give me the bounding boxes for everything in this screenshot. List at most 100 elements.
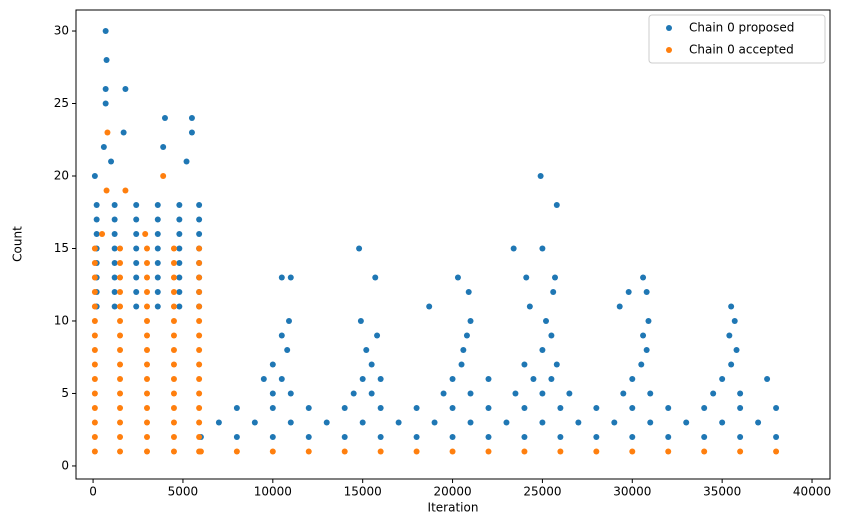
point bbox=[449, 433, 456, 440]
point bbox=[413, 433, 420, 440]
point bbox=[737, 433, 744, 440]
point bbox=[117, 448, 124, 455]
point bbox=[773, 433, 780, 440]
point bbox=[133, 245, 140, 252]
point bbox=[233, 433, 240, 440]
point bbox=[665, 448, 672, 455]
point bbox=[377, 448, 384, 455]
point bbox=[170, 448, 177, 455]
point bbox=[91, 390, 98, 397]
point bbox=[269, 361, 276, 368]
point bbox=[701, 433, 708, 440]
point bbox=[91, 303, 98, 310]
point bbox=[251, 419, 258, 426]
point bbox=[197, 448, 204, 455]
point bbox=[111, 230, 118, 237]
point bbox=[154, 216, 161, 223]
point bbox=[154, 259, 161, 266]
point bbox=[196, 303, 203, 310]
point bbox=[176, 274, 183, 281]
point bbox=[133, 303, 140, 310]
point bbox=[91, 433, 98, 440]
point bbox=[133, 288, 140, 295]
point bbox=[593, 448, 600, 455]
point bbox=[160, 144, 167, 151]
point bbox=[117, 259, 124, 266]
point bbox=[99, 230, 106, 237]
point bbox=[143, 274, 150, 281]
point bbox=[363, 346, 370, 353]
point bbox=[102, 100, 109, 107]
point bbox=[377, 375, 384, 382]
point bbox=[170, 245, 177, 252]
point bbox=[710, 390, 717, 397]
point bbox=[133, 216, 140, 223]
point bbox=[143, 259, 150, 266]
point bbox=[728, 361, 735, 368]
point bbox=[647, 419, 654, 426]
point bbox=[120, 129, 127, 136]
point bbox=[183, 158, 190, 165]
point bbox=[176, 303, 183, 310]
point bbox=[764, 375, 771, 382]
point bbox=[91, 361, 98, 368]
point bbox=[170, 303, 177, 310]
point bbox=[341, 448, 348, 455]
x-tick-label: 10000 bbox=[254, 485, 292, 499]
point bbox=[117, 317, 124, 324]
point bbox=[665, 433, 672, 440]
point bbox=[449, 375, 456, 382]
point bbox=[143, 375, 150, 382]
point bbox=[368, 361, 375, 368]
y-tick-label: 30 bbox=[54, 24, 69, 38]
point bbox=[196, 404, 203, 411]
point bbox=[431, 419, 438, 426]
point bbox=[638, 361, 645, 368]
point bbox=[196, 361, 203, 368]
point bbox=[726, 332, 733, 339]
point bbox=[93, 230, 100, 237]
x-tick-label: 25000 bbox=[523, 485, 561, 499]
point bbox=[521, 404, 528, 411]
legend-label: Chain 0 accepted bbox=[689, 43, 794, 57]
point bbox=[640, 332, 647, 339]
point bbox=[460, 346, 467, 353]
point bbox=[170, 317, 177, 324]
point bbox=[539, 245, 546, 252]
x-tick-label: 0 bbox=[89, 485, 97, 499]
point bbox=[629, 433, 636, 440]
y-tick-label: 5 bbox=[61, 386, 69, 400]
point bbox=[117, 419, 124, 426]
point bbox=[196, 201, 203, 208]
point bbox=[143, 346, 150, 353]
point bbox=[593, 404, 600, 411]
point bbox=[467, 419, 474, 426]
point bbox=[359, 419, 366, 426]
point bbox=[287, 390, 294, 397]
point bbox=[117, 433, 124, 440]
point bbox=[269, 404, 276, 411]
point bbox=[359, 375, 366, 382]
point bbox=[143, 433, 150, 440]
point bbox=[278, 375, 285, 382]
point bbox=[323, 419, 330, 426]
x-tick-label: 40000 bbox=[793, 485, 831, 499]
point bbox=[170, 390, 177, 397]
point bbox=[467, 390, 474, 397]
point bbox=[552, 274, 559, 281]
point bbox=[196, 259, 203, 266]
point bbox=[287, 274, 294, 281]
point bbox=[196, 433, 203, 440]
point bbox=[485, 448, 492, 455]
point bbox=[93, 216, 100, 223]
point bbox=[278, 274, 285, 281]
point bbox=[161, 115, 168, 122]
point bbox=[233, 404, 240, 411]
point bbox=[260, 375, 267, 382]
point bbox=[111, 216, 118, 223]
point bbox=[196, 230, 203, 237]
point bbox=[701, 404, 708, 411]
point bbox=[269, 390, 276, 397]
point bbox=[350, 390, 357, 397]
